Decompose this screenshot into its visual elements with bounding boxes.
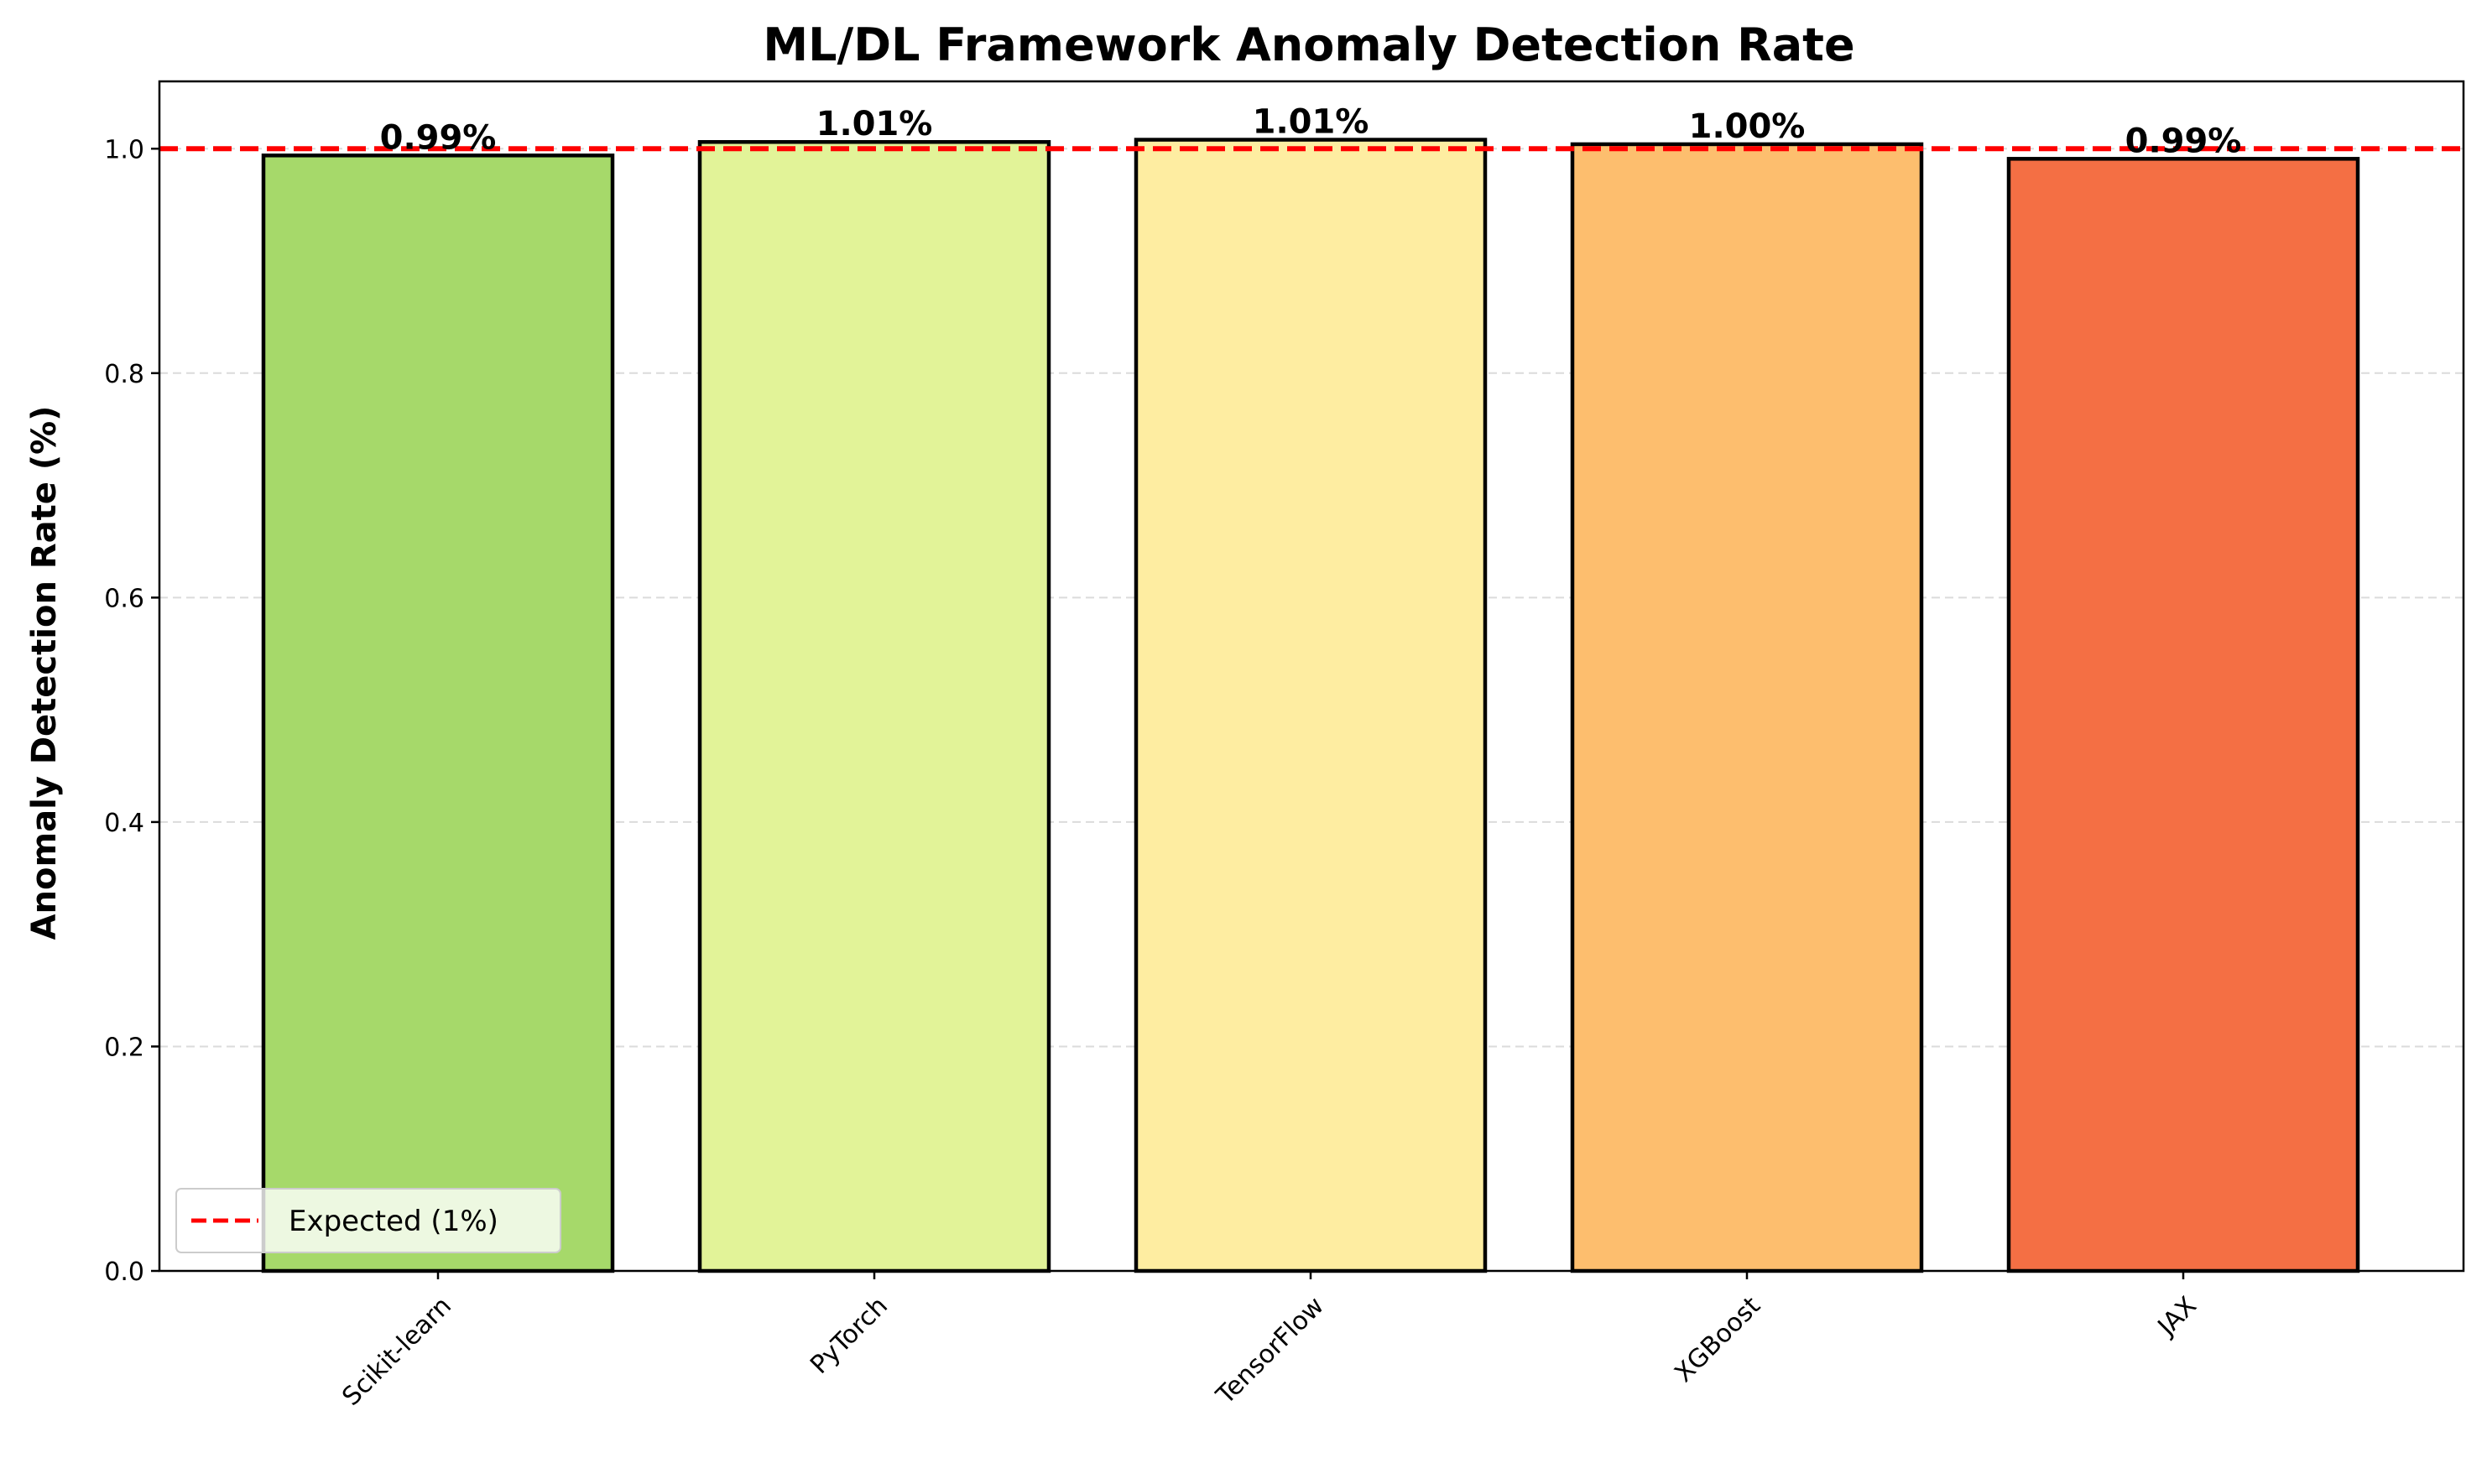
bar-value-label: 0.99%	[2125, 122, 2242, 160]
bar-pytorch	[697, 139, 1051, 1273]
legend-box	[175, 1188, 561, 1253]
bar-value-label: 0.99%	[380, 118, 497, 157]
bar-tensorflow	[1134, 138, 1488, 1273]
bar-scikit-learn	[261, 154, 615, 1273]
chart-title: ML/DL Framework Anomaly Detection Rate	[763, 18, 1854, 71]
legend: Expected (1%)	[175, 1188, 561, 1253]
y-tick-label: 0.8	[104, 360, 144, 389]
bar-value-label: 1.01%	[816, 105, 933, 143]
y-tick-label: 0.4	[104, 809, 144, 838]
data-label-layer: 0.99% 1.01% 1.01% 1.00% 0.99%	[380, 103, 2242, 161]
y-tick-label: 0.6	[104, 584, 144, 613]
bar-layer	[261, 138, 2360, 1273]
y-tick-label: 0.0	[104, 1257, 144, 1287]
y-tick-label: 1.0	[104, 135, 144, 164]
bar-xgboost	[1570, 142, 1924, 1273]
bar-jax	[2006, 157, 2360, 1273]
legend-expected-label: Expected (1%)	[289, 1205, 498, 1238]
y-axis-label: Anomaly Detection Rate (%)	[25, 406, 64, 940]
bar-value-label: 1.00%	[1689, 107, 1806, 146]
y-tick-label: 0.2	[104, 1033, 144, 1062]
bar-value-label: 1.01%	[1253, 103, 1369, 142]
